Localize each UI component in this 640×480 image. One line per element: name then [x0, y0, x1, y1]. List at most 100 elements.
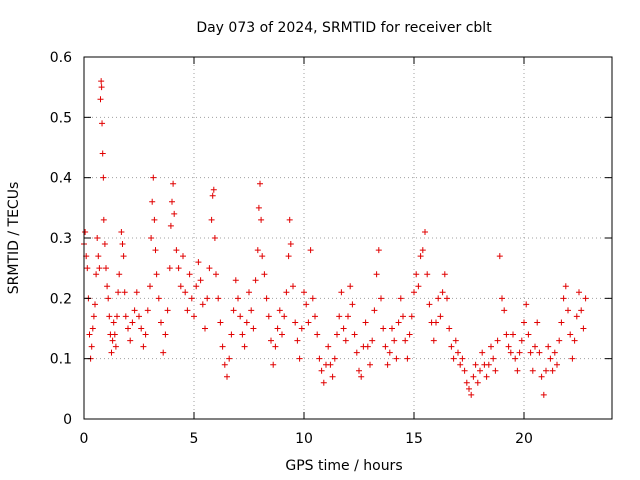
data-point [303, 301, 310, 308]
data-point [103, 265, 109, 272]
data-point [162, 331, 169, 338]
data-point [219, 343, 226, 350]
data-point [241, 343, 248, 350]
data-point [84, 265, 91, 272]
x-axis-label: GPS time / hours [285, 458, 402, 474]
x-tick-label: 15 [405, 431, 423, 447]
data-point [305, 319, 312, 326]
data-point [422, 228, 428, 235]
data-point [378, 295, 384, 302]
data-point [501, 307, 508, 314]
data-point [505, 343, 512, 350]
data-point [477, 367, 483, 374]
data-point [503, 331, 510, 338]
data-point [86, 331, 93, 338]
data-point [118, 228, 125, 235]
data-point [538, 373, 545, 380]
data-point [144, 307, 151, 314]
y-tick-label: 0.5 [50, 110, 72, 126]
data-point [320, 379, 327, 386]
data-point [94, 235, 101, 241]
data-point [406, 331, 413, 338]
data-point [543, 367, 549, 374]
data-point [468, 391, 475, 398]
data-point [382, 343, 389, 350]
data-point [182, 289, 189, 296]
data-point [534, 319, 541, 326]
data-point [290, 283, 296, 290]
data-point [334, 331, 340, 338]
data-point [404, 355, 411, 362]
data-point [160, 349, 167, 356]
data-point [386, 349, 393, 356]
data-point [518, 337, 525, 344]
data-point [353, 349, 360, 356]
data-point [384, 361, 391, 368]
data-point [93, 271, 100, 278]
data-point [556, 337, 563, 344]
data-point [358, 373, 365, 380]
data-point [237, 313, 244, 320]
data-point [391, 337, 398, 344]
data-point [149, 198, 156, 205]
data-point [573, 313, 580, 320]
data-point [235, 295, 241, 302]
data-point [169, 198, 175, 205]
data-point [191, 313, 197, 320]
data-point [197, 277, 204, 284]
data-point [309, 295, 316, 302]
data-point [98, 78, 105, 85]
data-point [230, 307, 237, 314]
y-tick-label: 0.3 [50, 231, 72, 247]
data-point [272, 343, 279, 350]
data-point [119, 241, 126, 248]
data-point [307, 247, 314, 254]
data-point [351, 331, 358, 338]
data-point [580, 325, 587, 332]
data-point [457, 361, 464, 368]
data-point [283, 289, 290, 296]
data-point [92, 301, 98, 308]
data-point [582, 295, 589, 302]
data-point [257, 180, 263, 187]
data-point [170, 180, 177, 187]
data-point [551, 349, 558, 356]
data-point [314, 331, 321, 338]
data-point [463, 379, 470, 386]
data-point [279, 331, 285, 338]
data-point [459, 355, 466, 362]
data-point [243, 319, 250, 326]
data-point [142, 331, 149, 338]
data-point [516, 349, 523, 356]
data-point [450, 355, 457, 362]
data-point [437, 313, 444, 320]
data-point [523, 301, 530, 308]
data-point [98, 84, 105, 91]
data-point [104, 283, 111, 290]
y-tick-label: 0.6 [50, 50, 72, 66]
data-point [175, 265, 182, 272]
data-point [158, 319, 164, 326]
data-point [96, 265, 103, 272]
data-point [474, 379, 481, 386]
data-point [164, 307, 171, 314]
data-point [246, 289, 252, 296]
data-point [148, 235, 155, 241]
data-point [479, 349, 486, 356]
data-point [166, 265, 173, 272]
data-point [252, 277, 259, 284]
data-point [380, 325, 387, 332]
data-point [292, 319, 299, 326]
x-tick-label: 0 [80, 431, 89, 447]
data-point [82, 228, 89, 235]
y-tick-label: 0.1 [50, 352, 72, 368]
data-point [131, 307, 138, 314]
data-point [287, 241, 294, 248]
data-point [209, 192, 216, 199]
x-tick-label: 10 [295, 431, 313, 447]
data-point [177, 283, 184, 290]
data-point [150, 174, 157, 181]
data-point [424, 271, 431, 278]
data-point [281, 313, 288, 320]
data-point [210, 186, 217, 193]
